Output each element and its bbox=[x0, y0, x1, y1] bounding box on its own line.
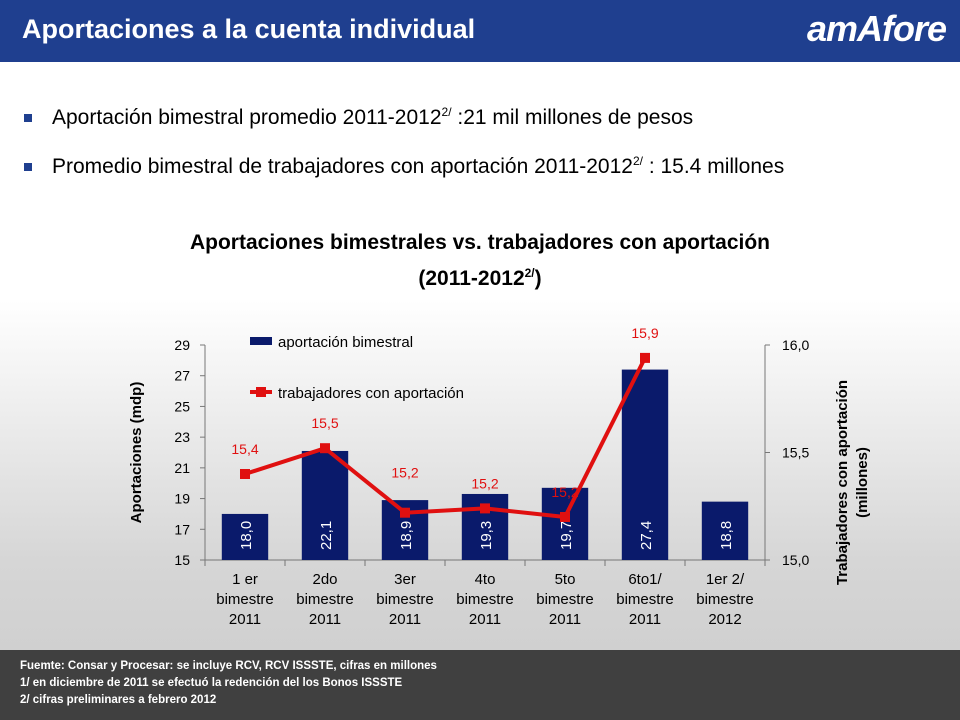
bar-value-label: 27,4 bbox=[638, 521, 655, 550]
y-right-axis-title: Trabajadores con aportación bbox=[834, 380, 851, 585]
x-tick-label: 4to bbox=[475, 571, 496, 588]
x-tick-label: 3er bbox=[394, 571, 416, 588]
line-point bbox=[400, 507, 410, 518]
chart-subtitle: (2011-20122/) bbox=[130, 258, 830, 294]
x-tick-label: 2011 bbox=[389, 611, 421, 628]
x-tick-label: 2011 bbox=[469, 611, 501, 628]
bullet-square-icon bbox=[24, 114, 32, 122]
x-tick-label: bimestre bbox=[376, 591, 434, 608]
bullet-square-icon bbox=[24, 163, 32, 171]
x-tick-label: 2do bbox=[312, 571, 337, 588]
bar bbox=[541, 487, 589, 560]
y-left-tick-label: 25 bbox=[174, 398, 190, 414]
bullet-list: Aportación bimestral promedio 2011-20122… bbox=[24, 105, 944, 203]
x-tick-label: 5to bbox=[555, 571, 576, 588]
line-point bbox=[560, 512, 570, 522]
line-value-label: 15,5 bbox=[311, 415, 338, 431]
line-point bbox=[640, 352, 650, 363]
x-tick-label: 1 er bbox=[232, 571, 258, 588]
y-right-tick-label: 16,0 bbox=[782, 337, 809, 353]
bar bbox=[701, 501, 749, 560]
x-tick-label: bimestre bbox=[696, 591, 754, 608]
bar-value-label: 22,1 bbox=[318, 521, 335, 550]
x-tick-label: bimestre bbox=[536, 591, 594, 608]
line-point bbox=[480, 503, 490, 514]
bar bbox=[301, 450, 349, 560]
y-left-tick-label: 29 bbox=[174, 337, 190, 353]
legend-bar-label: aportación bimestral bbox=[278, 334, 413, 351]
y-left-tick-label: 15 bbox=[174, 552, 190, 568]
line-series bbox=[244, 357, 647, 520]
chart-subtitle-end: ) bbox=[534, 267, 542, 290]
x-tick-label: 2012 bbox=[708, 611, 741, 628]
bar-value-label: 18,9 bbox=[398, 521, 415, 550]
y-right-axis-title-unit: (millones) bbox=[854, 447, 871, 518]
bullet-suffix: :21 mil millones de pesos bbox=[451, 106, 694, 129]
bar-value-label: 19,7 bbox=[558, 521, 575, 550]
x-tick-label: 2011 bbox=[229, 611, 261, 628]
line-point bbox=[320, 443, 330, 454]
bullet-text: Aportación bimestral promedio 2011-2012 bbox=[52, 106, 442, 129]
legend-line-marker bbox=[256, 387, 266, 397]
footer-source: Fuemte: Consar y Procesar: se incluye RC… bbox=[20, 660, 437, 672]
y-left-tick-label: 19 bbox=[174, 491, 190, 507]
line-value-label: 15,2 bbox=[471, 475, 498, 491]
y-left-tick-label: 21 bbox=[174, 460, 190, 476]
bar-value-label: 19,3 bbox=[478, 521, 495, 550]
bullet-sup: 2/ bbox=[441, 105, 452, 119]
x-tick-label: 1er 2/ bbox=[706, 571, 745, 588]
bar-value-label: 18,0 bbox=[238, 521, 255, 550]
line-point bbox=[240, 469, 250, 479]
legend-line-label: trabajadores con aportación bbox=[278, 385, 464, 402]
x-tick-label: 6to1/ bbox=[628, 571, 662, 588]
page-title: Aportaciones a la cuenta individual bbox=[22, 14, 476, 44]
x-tick-label: bimestre bbox=[296, 591, 354, 608]
footer-note-2: 2/ cifras preliminares a febrero 2012 bbox=[20, 694, 217, 706]
bullet-sup: 2/ bbox=[632, 154, 643, 168]
y-left-axis-title: Aportaciones (mdp) bbox=[128, 382, 145, 524]
bar bbox=[221, 513, 269, 560]
footer-notes: Fuemte: Consar y Procesar: se incluye RC… bbox=[0, 650, 960, 720]
y-left-tick-label: 17 bbox=[174, 521, 190, 537]
bullet-text: Promedio bimestral de trabajadores con a… bbox=[52, 155, 633, 178]
amafore-logo: amAfore bbox=[806, 8, 947, 49]
bullet-item: Aportación bimestral promedio 2011-20122… bbox=[24, 105, 944, 135]
x-tick-label: 2011 bbox=[629, 611, 661, 628]
legend-bar-swatch bbox=[250, 337, 272, 345]
y-right-tick-label: 15,5 bbox=[782, 445, 809, 461]
line-value-label: 15,9 bbox=[631, 325, 658, 341]
bar bbox=[621, 369, 669, 560]
line-value-label: 15,2 bbox=[551, 484, 578, 500]
y-right-tick-label: 15,0 bbox=[782, 552, 809, 568]
footer-note-1: 1/ en diciembre de 2011 se efectuó la re… bbox=[20, 677, 403, 689]
chart-subtitle-main: (2011-2012 bbox=[418, 267, 525, 290]
bar-value-label: 18,8 bbox=[718, 521, 735, 550]
line-value-label: 15,2 bbox=[391, 465, 418, 481]
x-tick-label: 2011 bbox=[309, 611, 341, 628]
line-value-label: 15,4 bbox=[231, 441, 258, 457]
x-tick-label: bimestre bbox=[456, 591, 514, 608]
bullet-item: Promedio bimestral de trabajadores con a… bbox=[24, 154, 944, 184]
chart-subtitle-sup: 2/ bbox=[524, 266, 535, 280]
header-bar: Aportaciones a la cuenta individual amAf… bbox=[0, 0, 960, 62]
x-tick-label: 2011 bbox=[549, 611, 581, 628]
x-tick-label: bimestre bbox=[616, 591, 674, 608]
chart-title: Aportaciones bimestrales vs. trabajadore… bbox=[189, 231, 771, 254]
x-tick-label: bimestre bbox=[216, 591, 274, 608]
y-left-tick-label: 27 bbox=[174, 368, 190, 384]
bullet-suffix: : 15.4 millones bbox=[642, 155, 785, 178]
y-left-tick-label: 23 bbox=[174, 429, 190, 445]
